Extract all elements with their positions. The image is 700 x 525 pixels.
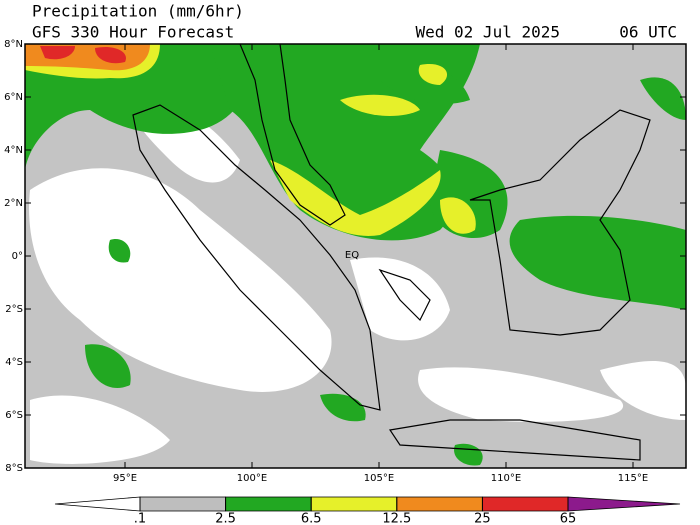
colorbar-segment [310, 496, 398, 512]
lon-label: 115°E [618, 473, 648, 484]
colorbar-label: .1 [134, 512, 146, 525]
lat-label: 4°N [4, 145, 23, 156]
lon-label: 95°E [113, 473, 137, 484]
date: Wed 02 Jul 2025 [416, 23, 561, 42]
colorbar-segment [396, 496, 483, 512]
lon-label: 100°E [237, 473, 267, 484]
time: 06 UTC [619, 23, 677, 42]
colorbar-segment [225, 496, 312, 512]
lat-label: 2°N [4, 198, 23, 209]
lat-label: 0° [12, 251, 23, 262]
lat-label: 8°S [5, 463, 23, 474]
equator-label: EQ [345, 250, 359, 261]
colorbar-label: 25 [474, 512, 491, 525]
lat-label: 6°S [5, 410, 23, 421]
lat-label: 4°S [5, 357, 23, 368]
colorbar-segment [54, 496, 141, 512]
colorbar-segment [567, 496, 681, 512]
colorbar-label: 65 [560, 512, 577, 525]
colorbar-label: 6.5 [301, 512, 322, 525]
colorbar-segment [139, 496, 226, 512]
lon-label: 105°E [364, 473, 394, 484]
precip-field [25, 44, 686, 468]
colorbar-label: 2.5 [215, 512, 236, 525]
lat-label: 8°N [4, 39, 23, 50]
lon-label: 110°E [491, 473, 521, 484]
lat-label: 6°N [4, 92, 23, 103]
colorbar-segment [482, 496, 569, 512]
subtitle: GFS 330 Hour Forecast [32, 23, 234, 42]
lat-label: 2°S [5, 304, 23, 315]
title: Precipitation (mm/6hr) [32, 2, 244, 21]
colorbar-label: 12.5 [382, 512, 411, 525]
